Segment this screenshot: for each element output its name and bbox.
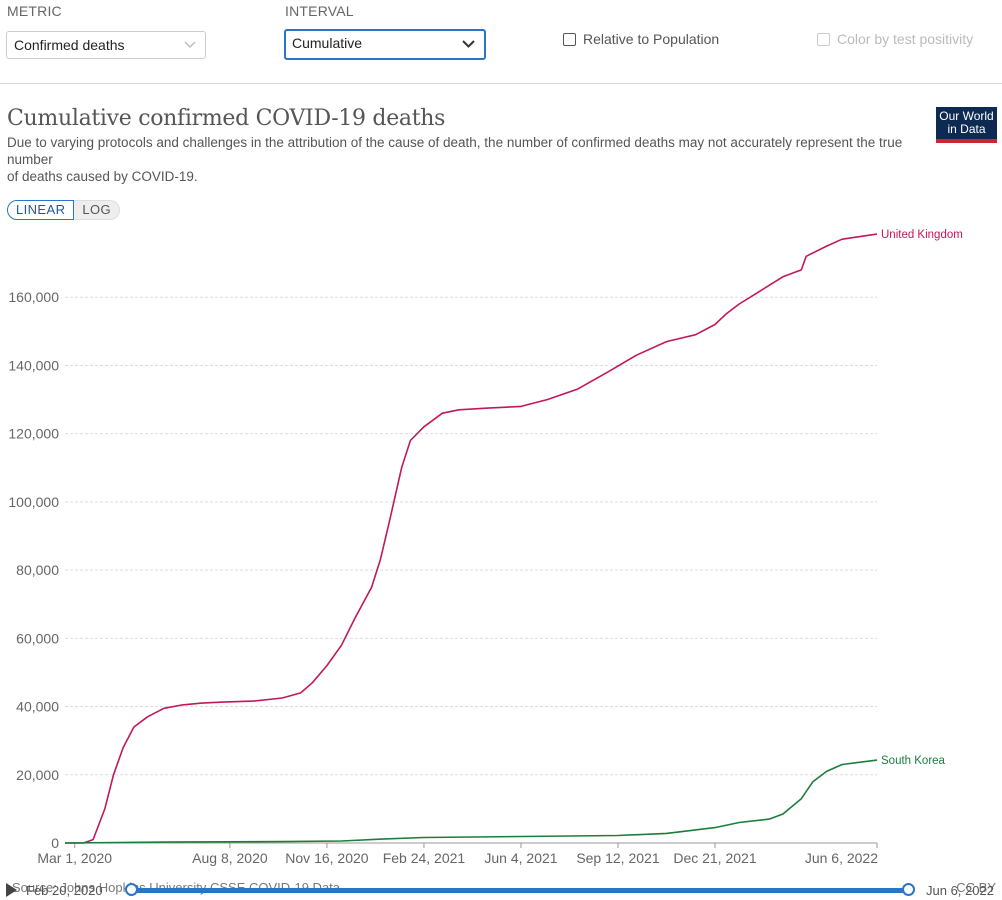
log-scale-button[interactable]: LOG bbox=[74, 200, 121, 220]
interval-select[interactable]: Cumulative bbox=[284, 29, 486, 60]
x-tick-label: Feb 24, 2021 bbox=[383, 850, 466, 866]
y-tick-label: 120,000 bbox=[8, 426, 59, 442]
logo-line-1: Our World bbox=[939, 109, 994, 123]
footer: Source: Johns Hopkins University CSSE CO… bbox=[0, 880, 1002, 900]
timeline-end-label: Jun 6, 2022 bbox=[926, 883, 994, 898]
united-kingdom-line bbox=[65, 233, 878, 844]
line-chart: 0 20,000 40,000 60,000 80,000 100,000 120,000 1… bbox=[8, 229, 963, 866]
united-kingdom-label: United Kingdom bbox=[881, 229, 963, 241]
x-tick-label: Jun 6, 2022 bbox=[805, 850, 878, 866]
interval-label: INTERVAL bbox=[285, 3, 354, 19]
timeline-track[interactable] bbox=[132, 888, 908, 893]
chart-title: Cumulative confirmed COVID-19 deaths bbox=[7, 106, 446, 131]
color-label: Color by test positivity bbox=[837, 31, 974, 47]
timeline-end-handle[interactable] bbox=[902, 883, 915, 896]
interval-value: Cumulative bbox=[292, 35, 363, 51]
logo-line-2: in Data bbox=[947, 122, 986, 136]
chevron-down-icon bbox=[184, 32, 196, 66]
license-link[interactable]: CC BY bbox=[956, 880, 996, 895]
metric-value: Confirmed deaths bbox=[14, 37, 125, 53]
y-tick-label: 20,000 bbox=[16, 767, 59, 783]
linear-scale-button[interactable]: LINEAR bbox=[7, 200, 75, 220]
x-tick-label: Dec 21, 2021 bbox=[673, 850, 756, 866]
south-korea-label: South Korea bbox=[881, 755, 946, 767]
controls-bar: METRIC Confirmed deaths INTERVAL Cumulat… bbox=[0, 0, 1002, 84]
x-tick-label: Sep 12, 2021 bbox=[576, 850, 660, 866]
y-tick-label: 140,000 bbox=[8, 357, 59, 373]
relative-label: Relative to Population bbox=[583, 31, 720, 47]
metric-select[interactable]: Confirmed deaths bbox=[6, 31, 206, 59]
owid-logo[interactable]: Our World in Data bbox=[936, 107, 997, 143]
color-by-test-positivity-checkbox: Color by test positivity bbox=[817, 31, 973, 47]
chart-subtitle: Due to varying protocols and challenges … bbox=[7, 134, 927, 185]
x-tick-label: Nov 16, 2020 bbox=[285, 850, 368, 866]
chevron-down-icon bbox=[462, 31, 475, 65]
scale-toggle: LINEAR LOG bbox=[7, 200, 121, 220]
play-icon[interactable] bbox=[6, 883, 17, 897]
timeline-start-handle[interactable] bbox=[125, 883, 138, 896]
x-tick-label: Mar 1, 2020 bbox=[37, 850, 112, 866]
metric-label: METRIC bbox=[7, 3, 62, 19]
y-tick-label: 60,000 bbox=[16, 630, 59, 646]
y-tick-label: 100,000 bbox=[8, 494, 59, 510]
subtitle-line-2: of deaths caused by COVID-19. bbox=[7, 169, 198, 184]
y-tick-label: 0 bbox=[51, 835, 59, 851]
checkbox-icon bbox=[817, 32, 830, 46]
checkbox-icon bbox=[563, 32, 576, 46]
y-tick-label: 80,000 bbox=[16, 562, 59, 578]
y-tick-label: 40,000 bbox=[16, 699, 59, 715]
subtitle-line-1: Due to varying protocols and challenges … bbox=[7, 135, 903, 167]
x-tick-label: Jun 4, 2021 bbox=[484, 850, 557, 866]
x-tick-label: Aug 8, 2020 bbox=[192, 850, 268, 866]
south-korea-line bbox=[64, 759, 878, 844]
y-tick-label: 160,000 bbox=[8, 289, 59, 305]
timeline-start-label: Feb 20, 2020 bbox=[26, 883, 103, 898]
relative-to-population-checkbox[interactable]: Relative to Population bbox=[563, 31, 719, 47]
